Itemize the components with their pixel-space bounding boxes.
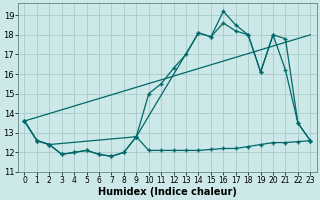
- X-axis label: Humidex (Indice chaleur): Humidex (Indice chaleur): [98, 187, 237, 197]
